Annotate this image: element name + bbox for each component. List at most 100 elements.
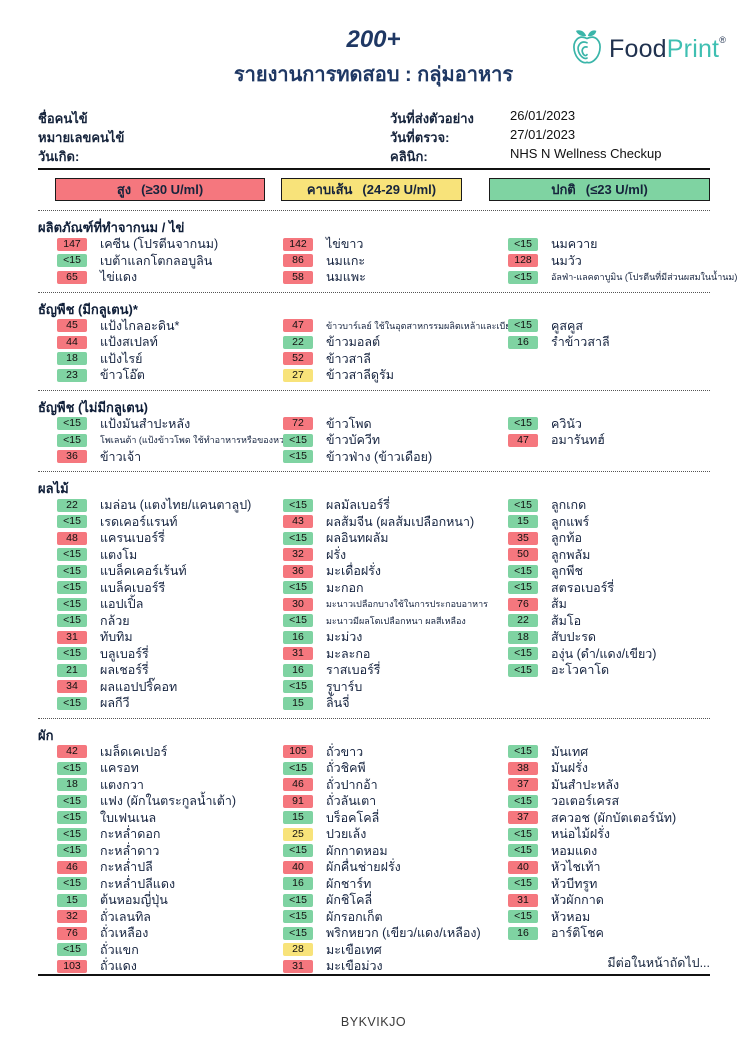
value-badge: 44 [57,335,87,349]
value-badge: <15 [57,761,87,775]
food-item-row: <15 ผลกีวี [57,695,283,712]
column: <15 คูสคูส 16 รำข้าวสาลี [508,318,710,351]
value-badge: <15 [57,827,87,841]
food-item-row: 15 ต้นหอมญี่ปุ่น [57,892,283,909]
patient-number-label: หมายเลขคนไข้ [38,130,125,145]
value-badge: 31 [508,893,538,907]
value-badge: <15 [57,597,87,611]
value-badge: 18 [508,630,538,644]
value-badge: <15 [283,680,313,694]
food-item-row: 128 นมวัว [508,253,710,270]
value-badge: <15 [283,844,313,858]
value-badge: 22 [57,498,87,512]
food-item-row: 25 ปวยเล้ง [283,826,508,843]
food-item-row: 31 มะละกอ [283,646,508,663]
value-badge: 22 [508,614,538,628]
value-badge: 15 [283,811,313,825]
value-badge: <15 [508,827,538,841]
food-item-row: 16 ราสเบอร์รี่ [283,662,508,679]
food-item-row: 16 มะม่วง [283,629,508,646]
food-item-row: <15 หัวบีทรูท [508,876,710,893]
value-badge: <15 [57,794,87,808]
food-label: สับปะรด [551,630,597,645]
food-item-row: 15 ลูกแพร์ [508,514,710,531]
food-item-row: 27 ข้าวสาลีดูรัม [283,367,508,384]
value-badge: <15 [57,647,87,661]
value-badge: 72 [283,417,313,431]
column: 47 ข้าวบาร์เลย์ ใช้ในอุตสาหกรรมผลิตเหล้าแ… [283,318,515,384]
value-badge: 65 [57,270,87,284]
food-label: แป้งมันสำปะหลัง [100,416,191,431]
food-item-row: <15 แบล็คเคอร์เร้นท์ [57,563,283,580]
page-title: 200+ [346,26,401,53]
food-label: รูบาร์บ [326,679,363,694]
food-item-row: 105 ถั่วขาว [283,744,508,761]
food-label: มะกอก [326,580,364,595]
value-badge: <15 [508,564,538,578]
food-label: ผลอินทผลัม [326,531,389,546]
food-item-row: 147 เคซีน (โปรตีนจากนม) [57,236,283,253]
legend-borderline-range: (24-29 U/ml) [362,182,437,197]
legend-normal-label: ปกติ [551,182,576,197]
food-label: นมควาย [551,237,598,252]
value-badge: 21 [57,663,87,677]
food-label: ผักรอกเก็ต [326,909,383,924]
value-badge: <15 [283,614,313,628]
food-item-row: 50 ลูกพลัม [508,547,710,564]
value-badge: 50 [508,548,538,562]
food-item-row: 28 มะเขือเทศ [283,942,508,959]
food-label: ข้าวเจ้า [100,449,142,464]
food-item-row: <15 โพเลนต้า (แป้งข้าวโพด ใช้ทำอาหารหรือข… [57,432,298,449]
value-badge: 46 [57,860,87,874]
food-item-row: 31 หัวผักกาด [508,892,710,909]
food-item-row: 72 ข้าวโพด [283,416,508,433]
column: <15 แป้งมันสำปะหลัง <15 โพเลนต้า (แป้งข้าวโ… [57,416,298,466]
value-badge: 15 [283,696,313,710]
food-item-row: 65 ไข่แดง [57,269,283,286]
food-label: ผลส้มจีน (ผลส้มเปลือกหนา) [326,514,475,529]
food-label: กะหล่ำปลี [100,860,153,875]
food-item-row: 35 ลูกท้อ [508,530,710,547]
food-item-row: 37 สควอช (ผักบัตเตอร์นัท) [508,810,710,827]
food-item-row: 22 ส้มโอ [508,613,710,630]
value-badge: 23 [57,368,87,382]
food-item-row: <15 ถั่วแขก [57,942,283,959]
food-item-row: 48 แครนเบอร์รี่ [57,530,283,547]
value-badge: 38 [508,761,538,775]
food-item-row: <15 หอมแดง [508,843,710,860]
food-item-row: 42 เมล็ดเคเปอร์ [57,744,283,761]
value-badge: 47 [283,319,313,333]
food-item-row: <15 ข้าวบัควีท [283,432,508,449]
section-title: ผัก [38,727,54,743]
food-item-row: 16 รำข้าวสาลี [508,334,710,351]
food-label: แอปเปิ้ล [100,597,144,612]
food-label: ฝรั่ง [326,547,347,562]
food-item-row: <15 กะหล่ำปลีแดง [57,876,283,893]
food-label: มะเขือเทศ [326,942,382,957]
value-badge: 43 [283,515,313,529]
value-badge: <15 [283,893,313,907]
food-item-row: 45 แป้งไกลอะดิน* [57,318,283,335]
section-columns: 147 เคซีน (โปรตีนจากนม) <15 เบต้าแลกโตกลอบู… [38,236,737,286]
food-label: เคซีน (โปรตีนจากนม) [100,237,219,252]
column: 142 ไข่ขาว 86 นมแกะ 58 นมแพะ [283,236,508,286]
food-label: เมล็ดเคเปอร์ [100,744,168,759]
value-badge: 91 [283,794,313,808]
food-label: แตงกวา [100,777,144,792]
food-item-row: 32 ถั่วเลนทิล [57,909,283,926]
section: ผัก 42 เมล็ดเคเปอร์ <15 แครอท 18 แตงกวา <15 แฟง … [38,717,710,981]
clinic-label: คลินิก: [390,149,428,164]
food-label: ผักคื่นช่ายฝรั่ง [326,860,401,875]
value-badge: 142 [283,237,313,251]
report-subtitle: รายงานการทดสอบ : กลุ่มอาหาร [233,64,514,86]
food-label: ผลเชอร์รี่ [100,663,149,678]
food-item-row: 40 ผักคื่นช่ายฝรั่ง [283,859,508,876]
value-badge: <15 [508,844,538,858]
food-item-row: <15 แบล็คเบอร์รี [57,580,283,597]
food-item-row: <15 ข้าวฟ่าง (ข้าวเดือย) [283,449,508,466]
food-item-row: <15 ใบเฟนเนล [57,810,283,827]
food-item-row: 31 ทับทิม [57,629,283,646]
food-label: แครอท [100,761,139,776]
food-label: มันสำปะหลัง [551,777,620,792]
value-badge: <15 [57,877,87,891]
